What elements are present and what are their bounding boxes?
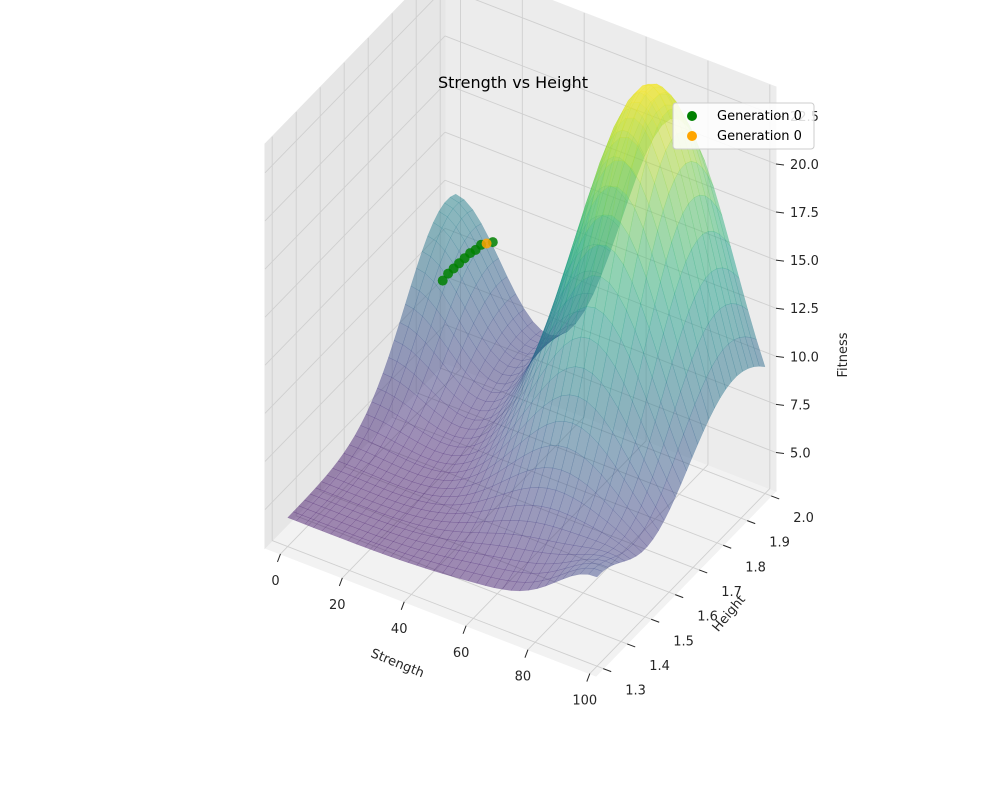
- z-tick-label: 12.5: [790, 302, 819, 317]
- grid-line-y: [272, 540, 604, 670]
- x-tick: [400, 601, 405, 611]
- chart-title: Strength vs Height: [438, 73, 588, 92]
- tick-labels: 0 20 40 60 80 100 1.31.41.51.61.71.81.92.0 5.0 7…: [271, 110, 819, 709]
- grid-line-z: [264, 131, 446, 318]
- y-tick-label: 1.6: [697, 610, 718, 625]
- legend-marker-generation-0-green: [687, 111, 697, 121]
- surface-patch: [615, 552, 632, 562]
- z-tick: [775, 163, 785, 166]
- surface-patch: [660, 479, 676, 510]
- surface-patch: [604, 558, 620, 565]
- grid-line-x: [589, 488, 771, 674]
- z-tick-label: 10.0: [790, 350, 819, 365]
- x-tick-label: 80: [515, 670, 532, 685]
- y-tick: [603, 668, 612, 673]
- legend-marker-generation-0-orange: [687, 131, 697, 141]
- surface-patch: [593, 563, 609, 572]
- surface-patch: [610, 555, 626, 564]
- legend-label-generation-0-orange: Generation 0: [717, 129, 802, 144]
- z-tick-label: 15.0: [790, 254, 819, 269]
- surface-patch: [700, 377, 715, 420]
- z-tick: [775, 355, 785, 358]
- grid-line-z: [264, 83, 446, 270]
- surface-patch: [744, 336, 760, 368]
- surface-patch: [644, 518, 659, 540]
- x-tick: [462, 625, 467, 634]
- surface-patch: [733, 337, 749, 372]
- legend-box: [672, 102, 815, 150]
- y-tick-label: 1.8: [745, 560, 766, 575]
- surface-patch: [705, 366, 721, 409]
- y-tick-label: 1.7: [721, 585, 742, 600]
- y-tick-label: 1.4: [649, 659, 670, 674]
- y-tick: [747, 520, 756, 525]
- y-tick: [675, 594, 684, 599]
- x-tick-label: 60: [453, 646, 470, 661]
- z-axis-label: Fitness: [836, 332, 851, 377]
- z-tick-label: 7.5: [790, 398, 811, 413]
- fitness-surface: [287, 83, 766, 592]
- legend: Generation 0 Generation 0: [672, 102, 815, 150]
- y-tick: [723, 544, 732, 549]
- surface-patch: [716, 349, 732, 390]
- x-axis-label: Strength: [368, 646, 426, 681]
- z-tick: [775, 452, 785, 455]
- grid-line-z: [264, 179, 446, 366]
- grid-line-z: [264, 0, 434, 174]
- z-tick: [775, 259, 785, 262]
- y-tick-label: 1.9: [769, 536, 790, 551]
- x-tick: [586, 673, 591, 682]
- scatter-point-series-0: [437, 275, 448, 286]
- y-tick-label: 1.3: [625, 684, 646, 699]
- z-tick-label: 5.0: [790, 447, 811, 462]
- x-tick-label: 40: [391, 622, 408, 637]
- surface-patch: [588, 568, 603, 578]
- scatter-point-series-1: [481, 238, 492, 249]
- surface-patch: [728, 339, 743, 377]
- grid-line-z: [264, 228, 446, 414]
- x-tick: [338, 577, 343, 587]
- x-tick-label: 20: [329, 598, 346, 613]
- surface-patch: [688, 403, 704, 445]
- x-tick: [524, 649, 529, 658]
- surface-patch: [677, 433, 693, 472]
- surface-patch: [649, 506, 665, 531]
- legend-label-generation-0-green: Generation 0: [717, 109, 802, 124]
- y-tick: [771, 495, 780, 500]
- y-tick: [699, 569, 708, 574]
- surface-patch: [632, 536, 648, 553]
- y-tick: [651, 618, 660, 623]
- z-tick: [775, 403, 785, 406]
- y-tick: [627, 643, 636, 648]
- scatter-points: [437, 237, 498, 286]
- surface-patch: [621, 549, 637, 560]
- z-tick: [775, 307, 785, 310]
- y-tick-label: 2.0: [793, 511, 814, 526]
- x-tick-label: 100: [572, 694, 597, 709]
- grid-line-z: [475, 0, 777, 117]
- x-tick: [276, 553, 281, 563]
- y-tick-label: 1.5: [673, 634, 694, 649]
- surface-patch: [672, 448, 687, 485]
- z-tick-label: 17.5: [790, 206, 819, 221]
- z-tick-label: 20.0: [790, 158, 819, 173]
- z-tick: [775, 211, 785, 214]
- x-tick-label: 0: [271, 574, 279, 589]
- grid-line-z: [264, 35, 446, 222]
